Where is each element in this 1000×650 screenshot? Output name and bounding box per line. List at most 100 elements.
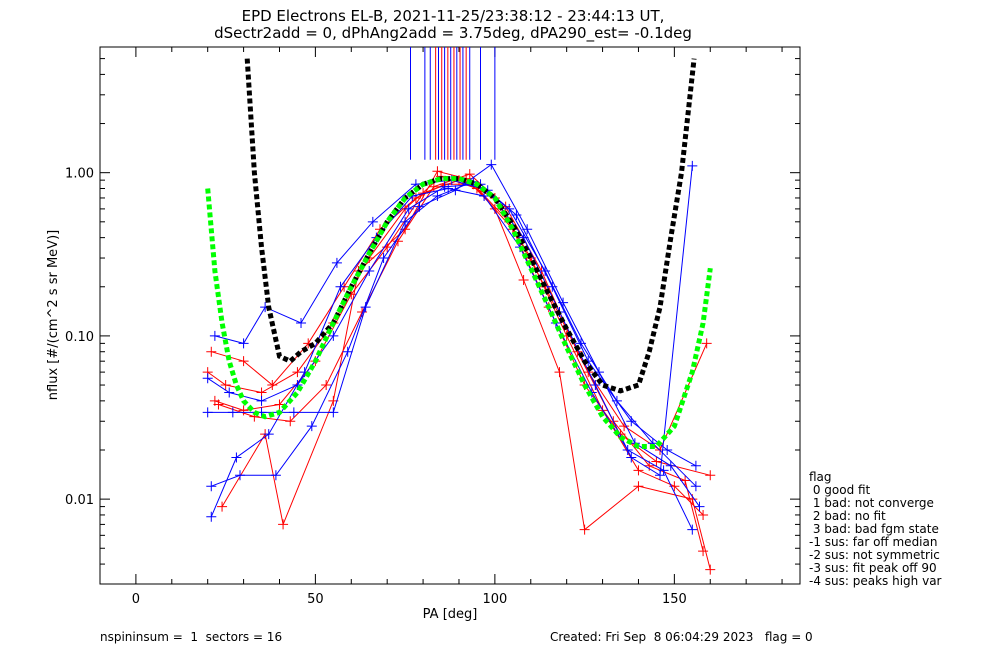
data-point: [285, 416, 296, 427]
data-point: [633, 481, 644, 492]
data-point: [206, 481, 217, 492]
data-point: [590, 380, 601, 391]
data-point: [227, 407, 238, 418]
chart-title-line1: EPD Electrons EL-B, 2021-11-25/23:38:12 …: [242, 7, 665, 25]
data-point: [698, 509, 709, 520]
data-point: [414, 201, 425, 212]
data-point: [579, 524, 590, 535]
legend-item: -1 sus: far off median: [809, 535, 937, 549]
black-fit-curve: [244, 58, 697, 394]
data-point: [206, 346, 217, 357]
data-point: [690, 460, 701, 471]
data-point: [231, 452, 242, 463]
chart-title-line2: dSectr2add = 0, dPhAng2add = 3.75deg, dP…: [214, 24, 692, 43]
data-point: [705, 470, 716, 481]
data-point: [680, 475, 691, 486]
footer-created-info: Created: Fri Sep 8 06:04:29 2023 flag = …: [550, 630, 813, 644]
data-point: [328, 330, 339, 341]
data-point: [238, 356, 249, 367]
data-point: [342, 346, 353, 357]
series-line: [211, 163, 700, 507]
data-point: [263, 429, 274, 440]
legend-item: 1 bad: not converge: [809, 496, 934, 510]
data-point: [270, 470, 281, 481]
x-tick-label: 0: [132, 592, 140, 607]
data-point: [202, 373, 213, 384]
data-point: [687, 524, 698, 535]
x-axis-ticks: 0 50 100 150: [132, 47, 783, 607]
data-point: [626, 452, 637, 463]
data-point: [220, 380, 231, 391]
data-point: [403, 203, 414, 214]
series-line: [221, 170, 711, 570]
data-point: [378, 253, 389, 264]
data-point: [267, 380, 278, 391]
data-point: [522, 224, 533, 235]
legend-title: flag: [809, 470, 832, 484]
data-point: [235, 470, 245, 481]
data-point: [489, 203, 500, 214]
data-point: [306, 421, 317, 432]
fit-curves: [205, 58, 713, 449]
data-point: [450, 185, 461, 196]
data-point: [213, 399, 224, 410]
y-tick-label: 0.10: [65, 330, 94, 345]
x-axis-label: PA [deg]: [423, 607, 478, 622]
data-point: [690, 481, 701, 492]
data-point: [256, 395, 267, 406]
x-tick-label: 150: [662, 592, 687, 607]
data-point: [364, 265, 375, 276]
data-point: [464, 169, 475, 180]
vertical-marker-lines: [410, 47, 496, 160]
data-point: [504, 203, 515, 214]
data-point: [328, 407, 339, 418]
data-point: [321, 380, 332, 391]
data-point: [687, 160, 698, 171]
series-line: [207, 175, 711, 476]
y-tick-label: 0.01: [65, 493, 94, 508]
data-point: [209, 330, 220, 341]
x-tick-label: 50: [307, 592, 324, 607]
series-line: [214, 165, 693, 477]
data-series: [202, 159, 716, 575]
data-point: [665, 460, 676, 471]
data-point: [655, 470, 665, 481]
y-tick-label: 1.00: [65, 167, 94, 182]
series-line: [214, 179, 704, 516]
data-point: [217, 501, 228, 512]
data-point: [238, 338, 249, 349]
data-point: [698, 546, 709, 557]
data-point: [274, 399, 285, 410]
data-point: [202, 407, 213, 418]
data-point: [238, 405, 249, 416]
flag-legend: flag 0 good fit 1 bad: not converge 2 ba…: [809, 470, 942, 588]
data-point: [662, 444, 673, 455]
data-point: [331, 257, 342, 268]
data-point: [554, 367, 565, 378]
data-point: [278, 519, 289, 530]
plot-frame: [99, 46, 801, 585]
data-point: [540, 265, 551, 276]
data-point: [224, 387, 235, 398]
data-point: [432, 190, 443, 201]
legend-item: 2 bad: no fit: [809, 509, 886, 523]
legend-item: -4 sus: peaks high var: [809, 574, 942, 588]
data-point: [558, 297, 569, 308]
data-point: [288, 407, 299, 418]
footer-sectors-info: nspininsum = 1 sectors = 16: [100, 630, 282, 644]
data-point: [206, 511, 217, 522]
data-point: [486, 159, 497, 170]
legend-item: 0 good fit: [809, 483, 871, 497]
legend-item: -3 sus: fit peak off 90: [809, 561, 937, 575]
data-point: [651, 456, 662, 467]
series-line: [211, 183, 708, 451]
data-point: [256, 387, 267, 398]
data-point: [705, 564, 716, 575]
data-point: [335, 281, 346, 292]
legend-item: 3 bad: bad fgm state: [809, 522, 939, 536]
x-tick-label: 100: [482, 592, 507, 607]
data-point: [633, 465, 644, 476]
data-point: [518, 275, 529, 286]
data-point: [367, 216, 378, 227]
